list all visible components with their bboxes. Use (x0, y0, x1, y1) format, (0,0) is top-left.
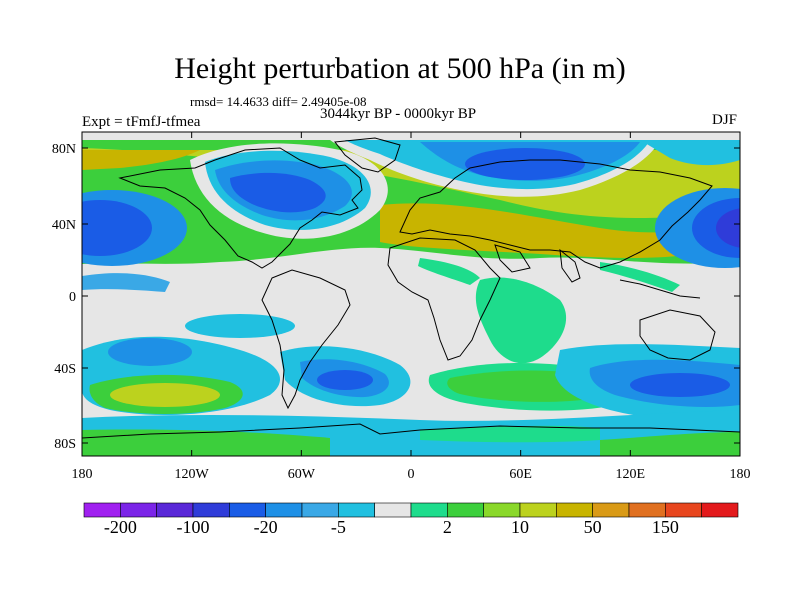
lon-tick-label: 60W (288, 467, 316, 482)
colorbar-label: 2 (442, 517, 452, 537)
colorbar-label: 150 (651, 517, 679, 537)
colorbar-swatch (338, 502, 375, 518)
colorbar-label: -200 (103, 517, 137, 537)
colorbar (83, 502, 739, 518)
greenland-coastline (334, 137, 401, 173)
contour-field (82, 132, 740, 456)
period-subtitle: 3044kyr BP - 0000kyr BP (320, 106, 477, 122)
australia-coastline (639, 309, 716, 361)
lat-tick-label: 80N (52, 142, 76, 157)
eurasia-coastline (399, 159, 713, 269)
north-america-coastline (118, 147, 363, 269)
colorbar-label: -5 (330, 517, 346, 537)
south-america-coastline (261, 269, 351, 410)
colorbar-label: 50 (583, 517, 602, 537)
colorbar-swatch (374, 502, 412, 518)
lon-tick-label: 60E (509, 467, 532, 482)
colorbar-swatch (120, 502, 157, 518)
lat-tick-label: 40N (52, 218, 76, 233)
colorbar-swatch (592, 502, 630, 518)
antarctica-coastline (82, 423, 740, 439)
colorbar-label: -100 (176, 517, 210, 537)
colorbar-swatch (265, 502, 303, 518)
lat-tick-label: 0 (69, 290, 76, 305)
colorbar-swatch (556, 502, 593, 518)
lon-tick-label: 120W (175, 467, 210, 482)
colorbar-swatch (447, 502, 484, 518)
lon-tick-label: 180 (730, 467, 751, 482)
lon-tick-label: 0 (408, 467, 415, 482)
colorbar-swatch (83, 502, 121, 518)
india-coastline (559, 248, 581, 283)
experiment-label: Expt = tFmfJ-tfmea (82, 114, 201, 130)
colorbar-swatch (483, 502, 521, 518)
colorbar-swatch (665, 502, 702, 518)
arabia-coastline (494, 244, 531, 273)
lon-tick-label: 120E (616, 467, 646, 482)
map-title: Height perturbation at 500 hPa (in m) (174, 52, 626, 85)
lon-tick-label: 180 (72, 467, 93, 482)
season-label: DJF (712, 112, 738, 128)
africa-coastline (387, 237, 501, 361)
colorbar-swatch (301, 502, 339, 518)
colorbar-swatch (519, 502, 557, 518)
latitude-ticks: 80N 40N 0 40S 80S (52, 142, 740, 452)
colorbar-swatch (229, 502, 266, 518)
colorbar-label: 10 (511, 517, 529, 537)
colorbar-swatch (628, 502, 666, 518)
longitude-ticks: 180 120W 60W 0 60E 120E 180 (72, 132, 751, 482)
colorbar-label: -20 (253, 517, 278, 537)
coastlines (82, 137, 740, 439)
indonesia-coastline (619, 279, 701, 299)
statistics-text: rmsd= 14.4633 diff= 2.49405e-08 (190, 94, 367, 109)
colorbar-swatch (410, 502, 448, 518)
colorbar-swatch (156, 502, 194, 518)
lat-tick-label: 80S (54, 437, 76, 452)
colorbar-swatch (192, 502, 230, 518)
colorbar-swatch (701, 502, 739, 518)
lat-tick-label: 40S (54, 362, 76, 377)
